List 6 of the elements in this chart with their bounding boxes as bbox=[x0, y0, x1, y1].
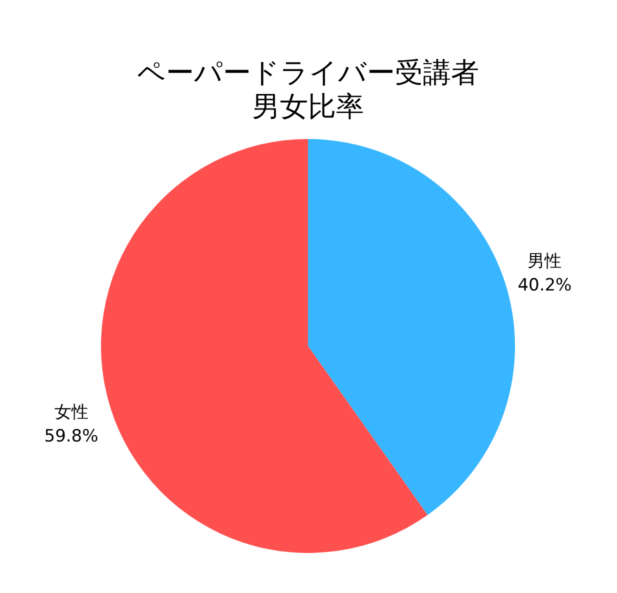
slice-label: 女性 bbox=[54, 402, 88, 422]
slice-label: 男性 bbox=[528, 252, 562, 272]
data-label: 59.8% bbox=[44, 426, 98, 446]
chart-title: ペーパードライバー受講者 bbox=[137, 56, 479, 89]
chart-subtitle: 男女比率 bbox=[252, 90, 364, 123]
data-label: 40.2% bbox=[518, 276, 572, 296]
